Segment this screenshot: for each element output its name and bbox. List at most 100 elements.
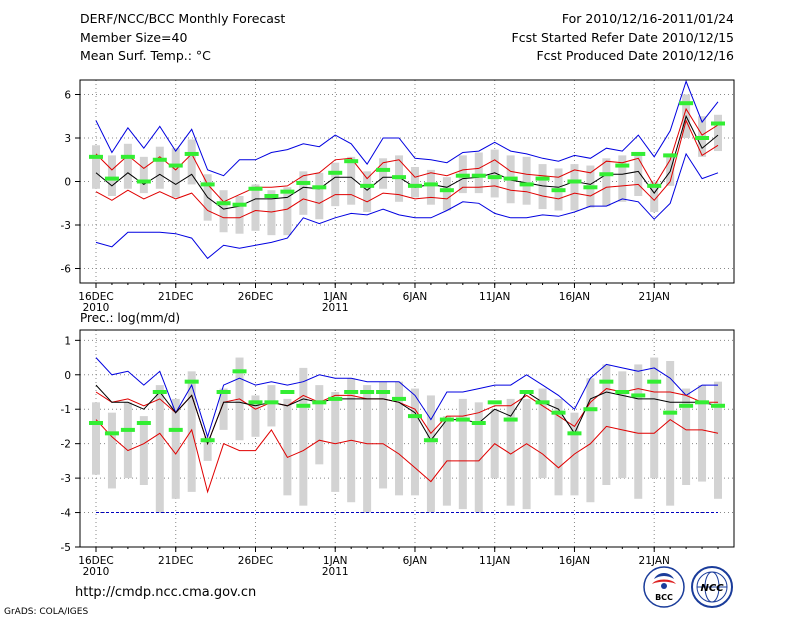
temp-obs-marker <box>344 159 359 164</box>
temp-spread-box <box>187 139 196 185</box>
prec-spread-box <box>650 357 659 479</box>
prec-obs-marker <box>89 421 103 425</box>
prec-ytick-label: -2 <box>61 439 71 451</box>
bcc-logo-dot <box>661 583 667 589</box>
prec-mean-line <box>95 384 719 446</box>
prec-xtick-label: 26DEC <box>238 555 273 567</box>
forecast-period: For 2010/12/16-2011/01/24 <box>562 11 734 26</box>
temp-obs-marker <box>663 153 678 158</box>
grads-credit: GrADS: COLA/IGES <box>4 607 88 617</box>
prec-spread-box <box>458 398 467 510</box>
prec-obs-marker <box>120 427 135 432</box>
temp-obs-marker <box>120 154 135 159</box>
prec-obs-marker <box>104 431 119 436</box>
temp-xtick-label: 21DEC <box>158 291 193 303</box>
prec-year-label: 2010 <box>83 566 110 578</box>
temp-obs-marker <box>216 201 231 206</box>
temp-spread-box <box>139 156 148 194</box>
temp-xtick-label: 16JAN <box>559 291 590 303</box>
temp-spread-box <box>331 162 340 207</box>
prec-obs-marker <box>615 390 630 394</box>
prec-xtick-label: 21JAN <box>639 555 670 567</box>
temp-spread-box <box>618 155 627 202</box>
prec-xtick-label: 16JAN <box>559 555 590 567</box>
prec-spread-box <box>714 381 722 499</box>
temp-obs-marker <box>328 170 343 175</box>
prec-ytick-label: -3 <box>61 473 71 485</box>
temp-mean-line <box>95 114 719 210</box>
temp-obs-marker <box>599 172 614 177</box>
prec-spread-box <box>586 378 595 503</box>
temp-spread-box <box>267 190 276 236</box>
temp-obs-marker <box>296 180 311 185</box>
prec-obs-marker <box>423 438 438 443</box>
prec-spread-box <box>698 385 707 482</box>
temp-spread-box <box>363 171 372 212</box>
prec-obs-marker <box>439 417 454 422</box>
temp-spread-box <box>251 184 260 231</box>
prec-obs-marker <box>711 403 725 408</box>
temp-obs-marker <box>376 167 391 172</box>
variable-label: Mean Surf. Temp.: °C <box>80 48 211 63</box>
prec-obs-marker <box>360 390 375 394</box>
prec-obs-marker <box>551 410 566 415</box>
temp-obs-marker <box>631 151 646 156</box>
prec-spread-box <box>92 402 100 475</box>
temp-obs-marker <box>184 151 199 156</box>
temp-spread-box <box>347 156 356 205</box>
temp-obs-marker <box>136 179 151 184</box>
temp-obs-marker <box>264 194 279 198</box>
temp-obs-marker <box>455 173 470 178</box>
temp-xtick-label: 16DEC <box>78 291 113 303</box>
temp-spread-box <box>650 181 659 212</box>
prec-spread-box <box>331 392 340 492</box>
temp-spread-box <box>442 177 451 211</box>
prec-spread-box <box>634 364 643 499</box>
prec-obs-marker <box>232 369 247 374</box>
source-url[interactable]: http://cmdp.ncc.cma.gov.cn <box>75 585 256 600</box>
temp-obs-marker <box>312 185 327 190</box>
prec-spread-box <box>426 395 435 513</box>
temp-obs-marker <box>551 188 566 193</box>
prec-spread-box <box>538 388 547 479</box>
prec-obs-marker <box>376 390 391 394</box>
prec-obs-marker <box>248 400 263 405</box>
temp-obs-marker <box>104 176 119 181</box>
prec-spread-box <box>506 398 515 506</box>
prec-obs-marker <box>679 403 694 408</box>
prec-obs-marker <box>535 400 550 405</box>
prec-spread-box <box>363 385 372 513</box>
temp-obs-marker <box>280 189 295 194</box>
prec-max-line <box>95 357 718 439</box>
temp-max-line <box>95 79 719 177</box>
prec-spread-box <box>283 398 292 496</box>
temp-spread-box <box>123 143 132 189</box>
prec-lower-line <box>95 418 719 494</box>
temp-spread-box <box>426 169 435 205</box>
prec-spread-box <box>682 388 691 485</box>
temp-spread-box <box>155 146 164 189</box>
prec-obs-marker <box>136 421 151 425</box>
bcc-logo: BCC <box>643 566 685 608</box>
prec-plot-frame <box>79 329 735 548</box>
prec-xtick-label: 1JAN <box>323 555 348 567</box>
temp-spread-box <box>714 114 722 152</box>
prec-spread-box <box>251 395 260 437</box>
prec-xtick-label: 6JAN <box>403 555 428 567</box>
prec-obs-marker <box>200 438 215 443</box>
temp-obs-marker <box>647 183 662 188</box>
prec-spread-box <box>219 388 228 430</box>
temp-obs-marker <box>232 202 247 207</box>
temp-year-label: 2010 <box>83 302 110 314</box>
prec-spread-box <box>474 402 483 513</box>
temp-obs-marker <box>471 173 486 178</box>
temp-obs-marker <box>503 176 518 181</box>
prec-xtick-label: 16DEC <box>78 555 113 567</box>
prec-spread-box <box>395 381 404 496</box>
prec-spread-box <box>267 385 276 427</box>
bcc-logo-text: BCC <box>655 593 673 602</box>
temp-spread-box <box>315 172 324 220</box>
